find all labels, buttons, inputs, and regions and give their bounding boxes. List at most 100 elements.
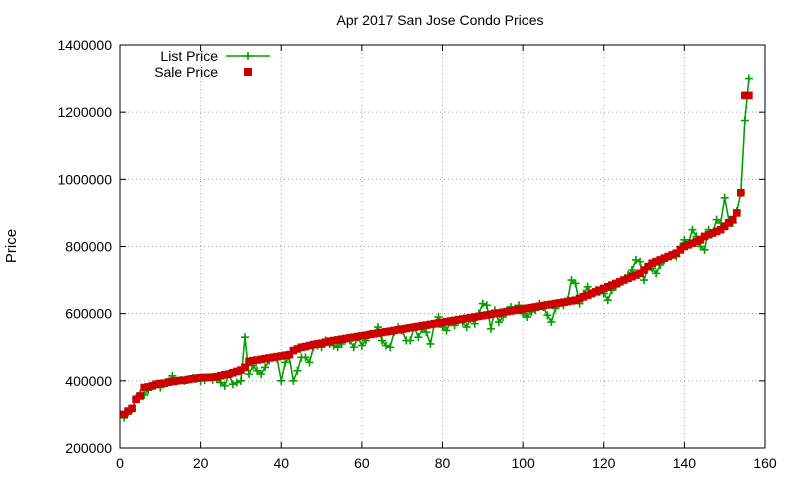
data-point (462, 323, 471, 332)
data-point (148, 382, 157, 390)
data-point (543, 301, 552, 309)
data-point (720, 222, 729, 231)
series-line (123, 78, 750, 419)
data-point (559, 298, 568, 307)
plot-series (120, 74, 753, 422)
data-point (152, 380, 161, 388)
data-point (297, 343, 306, 352)
data-point (652, 269, 661, 278)
data-point (358, 332, 366, 340)
data-point (418, 321, 427, 330)
data-point (293, 366, 302, 375)
data-point (571, 279, 580, 288)
data-point (603, 296, 612, 305)
data-point (680, 242, 689, 251)
x-tick-label: 0 (116, 455, 124, 471)
data-point (680, 235, 689, 244)
data-point (257, 370, 266, 379)
data-point (442, 317, 451, 326)
data-point (442, 326, 451, 335)
data-point (668, 251, 677, 259)
data-point (386, 343, 395, 352)
data-point (261, 363, 270, 372)
data-point (196, 374, 205, 382)
data-point (583, 291, 592, 299)
data-point (321, 338, 330, 347)
data-point (253, 366, 262, 375)
axes: 200000 400000 600000 800000 1000000 1200000 14… (57, 37, 776, 471)
data-point (394, 325, 402, 334)
data-point (656, 256, 664, 264)
data-point (228, 380, 237, 389)
data-point (257, 355, 265, 364)
data-point (386, 327, 394, 335)
data-point (535, 302, 544, 311)
data-point (144, 383, 153, 391)
data-point (482, 301, 491, 310)
data-point (120, 410, 128, 419)
x-tick-label: 120 (592, 455, 616, 471)
data-point (140, 383, 148, 392)
data-point (732, 209, 741, 217)
data-point (712, 215, 721, 224)
data-point (720, 193, 729, 202)
y-tick-label: 400000 (65, 373, 112, 389)
x-tick-label: 100 (511, 455, 535, 471)
data-point (232, 378, 241, 387)
data-point (362, 331, 370, 339)
data-point (567, 276, 576, 285)
x-tick-label: 20 (193, 455, 209, 471)
data-point (313, 340, 322, 348)
data-point (289, 376, 298, 385)
data-point (636, 257, 645, 266)
data-point (216, 378, 225, 387)
data-point (672, 249, 681, 258)
data-point (192, 374, 201, 382)
data-point (587, 289, 596, 298)
data-point (688, 239, 697, 247)
data-point (591, 288, 600, 296)
data-point (740, 116, 749, 125)
data-point (378, 336, 387, 345)
series-sale-price (120, 91, 753, 419)
data-point (523, 304, 531, 313)
data-point (434, 319, 443, 327)
data-point (212, 373, 221, 381)
data-point (579, 293, 588, 301)
y-tick-label: 1200000 (57, 104, 112, 120)
data-point (236, 376, 245, 385)
data-point (696, 235, 705, 244)
data-point (708, 229, 717, 237)
y-tick-label: 600000 (65, 306, 112, 322)
data-point (603, 283, 612, 291)
data-point (422, 321, 431, 329)
data-point (648, 259, 656, 268)
data-point (221, 370, 229, 379)
data-point (640, 276, 649, 285)
data-point (547, 318, 556, 327)
data-point (716, 225, 725, 234)
data-point (406, 323, 415, 332)
data-point (273, 352, 282, 361)
data-point (176, 376, 185, 385)
data-point (329, 336, 338, 345)
data-point (519, 305, 527, 313)
data-point (200, 373, 209, 382)
data-point (398, 325, 406, 333)
data-point (132, 395, 140, 404)
data-point (289, 346, 298, 355)
data-point (229, 368, 237, 377)
data-point (265, 354, 273, 362)
data-point (466, 313, 475, 322)
data-point (547, 300, 556, 309)
data-point (225, 370, 233, 378)
data-point (317, 339, 326, 348)
data-point (632, 255, 640, 264)
data-point (737, 188, 745, 197)
data-point (595, 286, 604, 294)
data-point (301, 342, 310, 351)
data-point (728, 215, 737, 224)
data-point (543, 311, 552, 320)
data-point (494, 318, 503, 327)
data-point (378, 328, 386, 337)
